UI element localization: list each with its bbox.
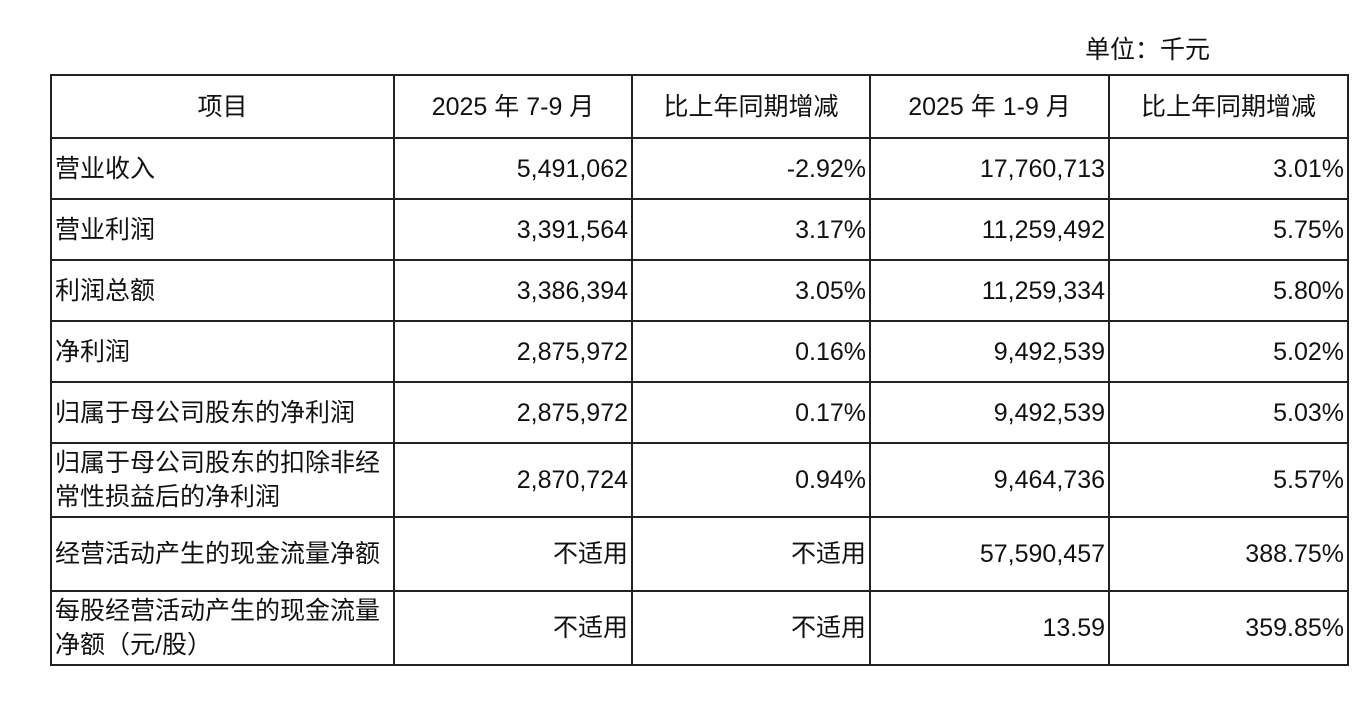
- row-label: 利润总额: [50, 259, 395, 322]
- cell: 11,259,334: [869, 259, 1110, 322]
- row-label: 净利润: [50, 320, 395, 383]
- cell: 3.05%: [631, 259, 871, 322]
- row-label: 经营活动产生的现金流量净额: [50, 516, 395, 592]
- cell: 不适用: [631, 516, 871, 592]
- table-row: 经营活动产生的现金流量净额 不适用 不适用 57,590,457 388.75%: [50, 516, 1349, 592]
- row-label: 营业收入: [50, 137, 395, 200]
- cell: 5.57%: [1108, 442, 1349, 518]
- cell: 2,875,972: [393, 381, 633, 444]
- cell: 5.80%: [1108, 259, 1349, 322]
- table-row: 营业收入 5,491,062 -2.92% 17,760,713 3.01%: [50, 137, 1349, 200]
- cell: 17,760,713: [869, 137, 1110, 200]
- cell: 5.02%: [1108, 320, 1349, 383]
- cell: 5.75%: [1108, 198, 1349, 261]
- cell: 不适用: [393, 516, 633, 592]
- financial-table: 项目 2025 年 7-9 月比上年同期增减 2025 年 1-9 月比上年同期增减…: [50, 74, 1349, 666]
- table-row: 归属于母公司股东的净利润 2,875,972 0.17% 9,492,539 5.03%: [50, 381, 1349, 444]
- header-cell: 项目: [50, 74, 395, 139]
- cell: 9,464,736: [869, 442, 1110, 518]
- cell: 13.59: [869, 590, 1110, 666]
- cell: 3,386,394: [393, 259, 633, 322]
- cell: 3,391,564: [393, 198, 633, 261]
- table-body: 营业收入 5,491,062 -2.92% 17,760,713 3.01% 营业利润 3,…: [50, 137, 1349, 666]
- table-row: 归属于母公司股东的扣除非经常性损益后的净利润 2,870,724 0.94% 9,46…: [50, 442, 1349, 518]
- cell: 0.94%: [631, 442, 871, 518]
- cell: 2,875,972: [393, 320, 633, 383]
- row-label: 归属于母公司股东的扣除非经常性损益后的净利润: [50, 442, 395, 518]
- header-cell: 比上年同期增减: [631, 74, 871, 139]
- cell: 0.16%: [631, 320, 871, 383]
- row-label: 每股经营活动产生的现金流量净额（元/股）: [50, 590, 395, 666]
- table-row: 每股经营活动产生的现金流量净额（元/股） 不适用 不适用 13.59 359.85%: [50, 590, 1349, 666]
- cell: 9,492,539: [869, 381, 1110, 444]
- header-cell: 2025 年 1-9 月: [869, 74, 1110, 139]
- cell: 2,870,724: [393, 442, 633, 518]
- header-cell: 2025 年 7-9 月: [393, 74, 633, 139]
- header-cell: 比上年同期增减: [1108, 74, 1349, 139]
- cell: 388.75%: [1108, 516, 1349, 592]
- cell: 5.03%: [1108, 381, 1349, 444]
- cell: 9,492,539: [869, 320, 1110, 383]
- row-label: 归属于母公司股东的净利润: [50, 381, 395, 444]
- table-row: 利润总额 3,386,394 3.05% 11,259,334 5.80%: [50, 259, 1349, 322]
- cell: 3.01%: [1108, 137, 1349, 200]
- table-row: 营业利润 3,391,564 3.17% 11,259,492 5.75%: [50, 198, 1349, 261]
- cell: 3.17%: [631, 198, 871, 261]
- header-row: 项目 2025 年 7-9 月比上年同期增减 2025 年 1-9 月比上年同期增减: [50, 74, 1349, 139]
- cell: 不适用: [393, 590, 633, 666]
- unit-label: 单位：千元: [1085, 36, 1211, 64]
- row-label: 营业利润: [50, 198, 395, 261]
- table-row: 净利润 2,875,972 0.16% 9,492,539 5.02%: [50, 320, 1349, 383]
- cell: 不适用: [631, 590, 871, 666]
- cell: 359.85%: [1108, 590, 1349, 666]
- cell: 57,590,457: [869, 516, 1110, 592]
- cell: 11,259,492: [869, 198, 1110, 261]
- cell: -2.92%: [631, 137, 871, 200]
- cell: 0.17%: [631, 381, 871, 444]
- cell: 5,491,062: [393, 137, 633, 200]
